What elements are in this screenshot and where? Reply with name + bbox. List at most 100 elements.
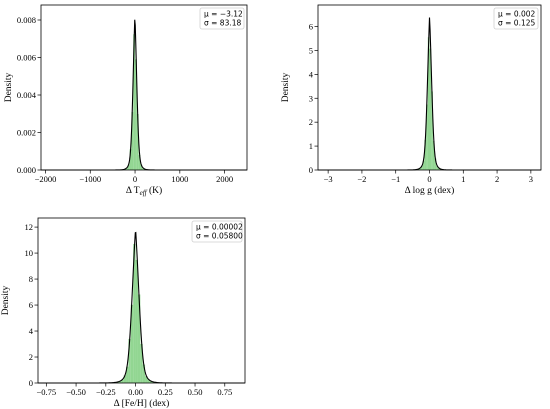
y-tick-label: 8 — [29, 274, 33, 284]
x-tick-label: −3 — [324, 174, 333, 184]
y-tick-label: 0 — [309, 165, 313, 175]
histogram-bar — [147, 379, 150, 383]
histogram-bar — [128, 338, 131, 383]
histogram-bar — [137, 294, 141, 383]
histogram-bar — [123, 375, 127, 383]
y-tick-label: 4 — [309, 69, 314, 79]
histogram-bar — [116, 381, 119, 383]
histogram-bar — [121, 379, 124, 383]
histogram-bar — [439, 168, 442, 170]
x-tick-label: −0.50 — [66, 387, 86, 397]
histogram-bar — [427, 37, 430, 170]
y-tick-label: 0.008 — [17, 15, 36, 25]
histogram-bar — [422, 160, 425, 170]
x-axis-label-main: Δ T — [126, 186, 140, 196]
legend-mu: μ = −3.12 — [204, 10, 243, 19]
y-tick-label: 10 — [25, 248, 34, 258]
plot-frame — [40, 4, 248, 171]
histogram-bar — [133, 34, 136, 171]
x-tick-label: 0 — [427, 174, 431, 184]
histogram-bar — [136, 114, 139, 170]
histogram-bar — [133, 243, 136, 383]
x-tick-label: 0.50 — [188, 387, 203, 397]
y-tick-label: 6 — [309, 22, 313, 32]
histogram-bar — [424, 139, 427, 170]
y-tick-label: 2 — [309, 117, 313, 127]
x-axis-label-tail: (K) — [147, 185, 163, 196]
histogram-bars — [87, 243, 184, 383]
y-tick-label: 5 — [309, 45, 313, 55]
histogram-bar — [419, 168, 422, 170]
histogram-bar — [126, 366, 129, 383]
x-tick-label: 1000 — [171, 174, 188, 184]
legend-sigma: σ = 0.125 — [498, 19, 536, 28]
kde-curve — [41, 19, 247, 171]
x-tick-label: −1000 — [79, 174, 101, 184]
histogram-bar — [434, 158, 437, 170]
x-tick-label: 2000 — [216, 174, 233, 184]
y-axis-label: Density — [4, 72, 14, 102]
legend-sigma: σ = 0.05800 — [196, 232, 243, 241]
histogram-bar — [142, 168, 144, 170]
legend-mu: μ = 0.002 — [498, 10, 536, 19]
histogram-bar — [431, 91, 433, 170]
x-axis-label: Δ log g (dex) — [405, 185, 455, 196]
histogram-bar — [145, 376, 148, 383]
histogram-bar — [437, 167, 440, 170]
histogram-bar — [140, 164, 143, 170]
x-tick-label: −1 — [391, 174, 400, 184]
x-tick-label: 0.75 — [217, 387, 232, 397]
histogram-bar — [149, 381, 153, 383]
x-axis-label-main: Δ log g (dex) — [405, 185, 455, 196]
y-tick-label: 0.006 — [17, 53, 36, 63]
histogram-bar — [131, 112, 134, 170]
y-tick-label: 12 — [25, 222, 34, 232]
histogram-bar — [138, 154, 141, 170]
histogram-bar — [129, 149, 132, 170]
x-tick-label: 2 — [495, 174, 499, 184]
x-tick-label: 1 — [461, 174, 465, 184]
legend-box — [191, 220, 243, 243]
y-tick-label: 6 — [29, 300, 33, 310]
y-tick-label: 4 — [29, 326, 34, 336]
panel-feh-histogram: −0.75 −0.50 −0.25 0.00 0.25 0.50 0.75 0 2 4 6 8 10 12… — [1, 217, 246, 409]
x-tick-label: 0.25 — [158, 387, 173, 397]
histogram-bar — [421, 165, 423, 170]
plot-frame — [37, 217, 246, 384]
y-axis-label: Density — [281, 72, 291, 102]
histogram-bar — [432, 141, 435, 170]
panel-teff-histogram: −2000 −1000 0 1000 2000 0.000 0.002 0.004 0.006 0… — [4, 4, 248, 197]
y-tick-label: 0.004 — [17, 90, 37, 100]
y-tick-label: 0.002 — [17, 128, 36, 138]
histogram-bar — [126, 167, 128, 170]
y-tick-label: 1 — [309, 141, 313, 151]
x-tick-label: 0 — [133, 174, 137, 184]
histogram-bar — [142, 364, 146, 383]
y-axis-label: Density — [1, 285, 11, 315]
histogram-bar — [140, 343, 143, 383]
x-tick-label: −2 — [357, 174, 366, 184]
histogram-bar — [426, 104, 428, 170]
histogram-bars — [395, 37, 464, 170]
x-axis-label: Δ [Fe/H] (dex) — [114, 398, 170, 409]
legend-box — [493, 7, 539, 30]
x-axis-label: Δ Teff (K) — [126, 185, 162, 197]
y-tick-label: 3 — [309, 93, 313, 103]
y-tick-label: 0.000 — [17, 165, 36, 175]
x-tick-label: −0.25 — [96, 387, 116, 397]
x-axis-label-main: Δ [Fe/H] (dex) — [114, 398, 170, 409]
y-tick-label: 2 — [29, 352, 33, 362]
histogram-bar — [135, 259, 138, 383]
y-tick-label: 0 — [29, 378, 33, 388]
histogram-bar — [127, 164, 130, 170]
legend-box — [199, 7, 245, 30]
histogram-bars — [99, 34, 171, 171]
histogram-bar — [130, 304, 134, 383]
x-tick-label: −0.75 — [36, 387, 56, 397]
histogram-bar — [118, 380, 122, 383]
x-axis-label-subscript: eff — [140, 189, 148, 197]
panel-logg-histogram: −3 −2 −1 0 1 2 3 0 1 2 3 4 5 6 Δ log g (dex) Density μ =… — [281, 4, 542, 196]
legend-mu: μ = 0.00002 — [196, 223, 243, 232]
histogram-bar — [135, 59, 137, 170]
